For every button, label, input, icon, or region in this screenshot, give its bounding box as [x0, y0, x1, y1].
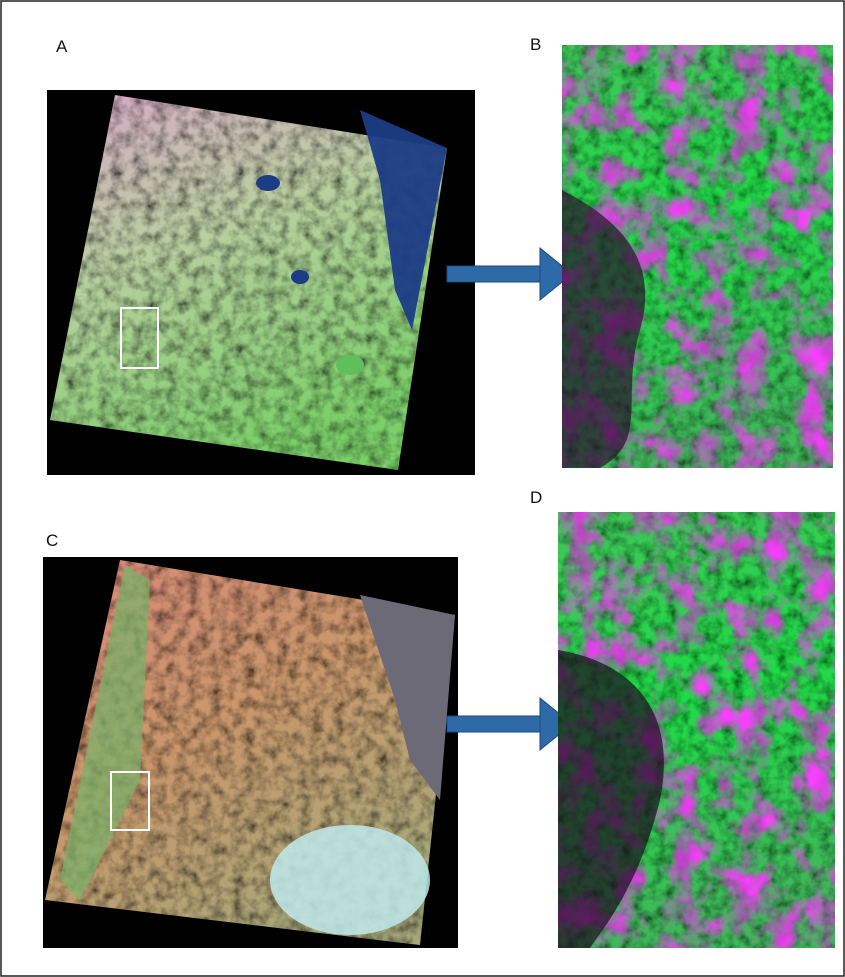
satellite-image-d: [558, 512, 835, 948]
arrow: [447, 698, 572, 750]
satellite-image-c: [43, 557, 458, 948]
panel-label: C: [46, 531, 58, 550]
satellite-image-b: [562, 45, 833, 468]
panel-label: A: [56, 37, 68, 56]
satellite-image-a: [47, 90, 475, 475]
panel-label: B: [530, 35, 541, 54]
panel-label: D: [530, 488, 542, 507]
figure: A B C D: [0, 0, 845, 977]
